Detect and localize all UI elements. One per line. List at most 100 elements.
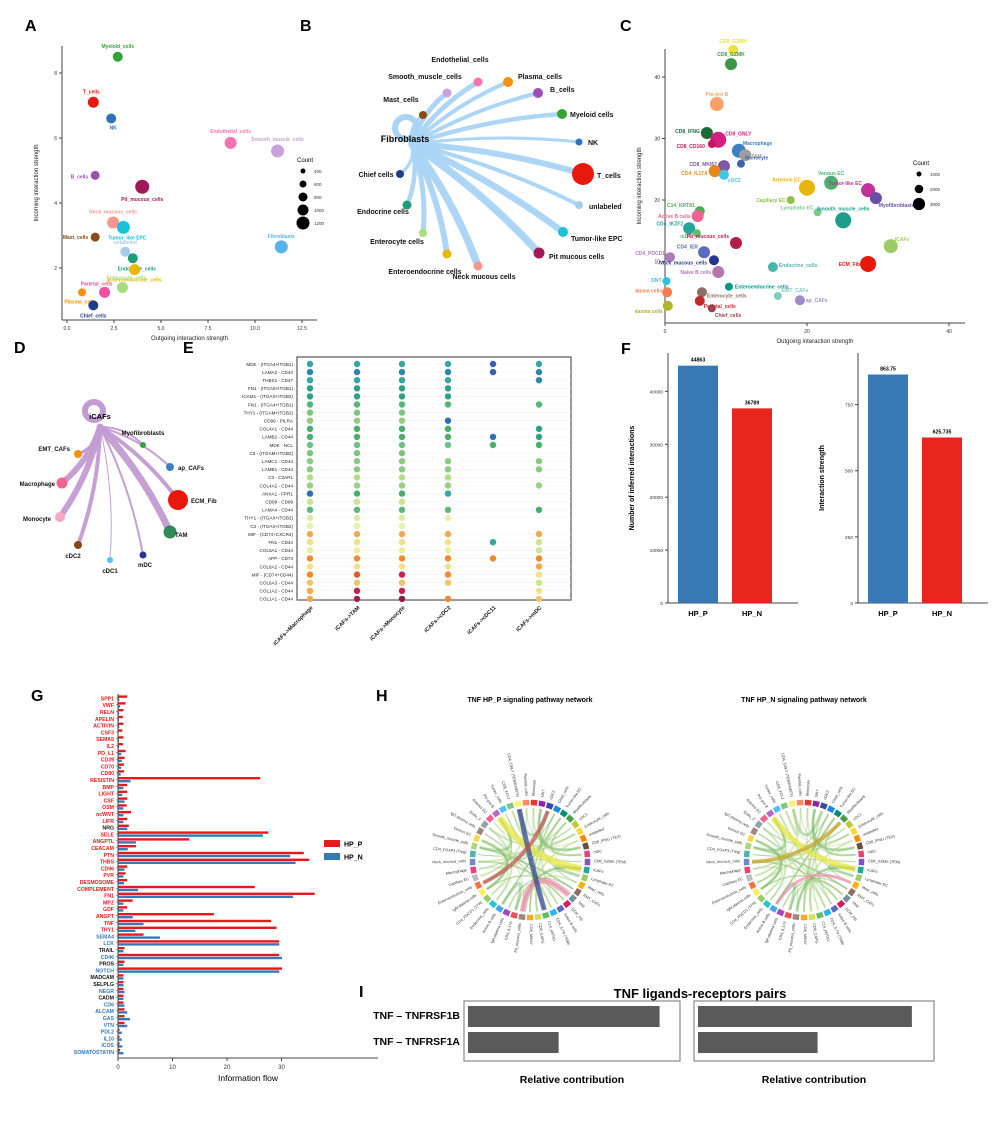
chord-sector-label: CD8_IFNG (TEX) [591,834,622,845]
y-tick-label: 0 [660,601,663,607]
hp-n-bar [118,888,139,892]
hp-n-bar [118,956,282,960]
row-label: THBS1 - CD47 [262,378,293,383]
hp-p-bar [118,892,315,895]
hp-n-bar [118,773,121,776]
scatter-point [90,170,100,180]
node-label: Tumor-like EPC [571,236,623,243]
hp-p-bar [118,947,125,950]
chord-sector [472,834,481,843]
chord-ribbon-highlight [496,815,582,873]
row-label: LAMB1 - CD44 [262,467,293,472]
lr-dot [535,458,543,465]
lr-dot [306,514,314,522]
x-axis-title: Information flow [218,1073,279,1083]
hp-n-bar [118,766,122,769]
scatter-point [120,246,131,257]
hp-p-bar [118,743,123,746]
hp-p-bar [118,817,128,821]
hp-n-bar [118,814,124,817]
chord-sector [856,842,864,850]
scatter-point [869,192,882,205]
scatter-point [664,252,675,263]
chord-sector [510,911,518,919]
x-tick-label: 5.0 [158,326,165,332]
pathway-label: CSF [104,798,114,804]
point-label: EMT_CAFs [782,288,809,294]
lr-dot [306,401,314,408]
lr-dot [353,547,361,554]
pathway-label: PVR [103,873,114,879]
y-tick-label: 30 [654,137,660,143]
lr-dot [398,482,406,489]
chord-sector [491,809,501,818]
scatter-point [662,277,671,286]
chord-sector-label: Endo_3 [469,810,482,821]
column-label: iCAFs->TAM [334,605,361,632]
lr-dot [398,449,406,457]
lr-dot [398,385,406,392]
lr-dot [444,441,452,449]
point-label: DNT [651,278,661,284]
y-tick-label: 8 [54,71,57,77]
point-label: CD4_PDCD1 [635,251,665,257]
lr-dot [306,360,314,368]
chord-sector [745,873,753,882]
panel-label-h: H [376,688,388,705]
legend-size-dot [300,168,306,174]
network-node [168,490,188,510]
chord-sector-label: Enterocyte_cells [858,811,884,828]
column-label: iCAFs->mDC [515,605,543,633]
scatter-point [707,140,716,149]
network-node [107,557,113,563]
chord-sector-label: CD4_IL17A [504,920,513,940]
hp-p-bar [118,1021,125,1025]
lr-dot [353,417,361,424]
row-label: LAMB2 - CD44 [262,435,293,440]
row-label: COL4A1 - CD44 [260,427,294,432]
pathway-label: CD96 [101,866,114,872]
lr-dot [489,360,497,368]
hp-n-bar [118,786,124,790]
chord-sector [784,911,792,919]
chord-ribbon [765,878,787,901]
chord-sector [514,800,522,808]
bar [732,408,772,603]
legend-size-label: 1000 [314,208,325,213]
network-edge [410,136,581,146]
scatter-point [717,160,730,173]
chord-sector [577,881,586,890]
chord-sector [796,799,804,806]
chord-title: TNF HP_N signaling pathway network [741,697,867,704]
chord-sector [530,799,538,806]
lr-dot [306,539,314,546]
chord-sector-label: mDC [593,849,602,854]
lr-dot [306,377,314,384]
y-tick-label: 10000 [650,548,664,554]
scatter-point [99,286,111,298]
lr-dot [306,433,314,441]
pathway-label: CD39 [101,758,114,764]
chord-sector [853,834,862,843]
network-node [402,200,412,210]
chord-sector [765,809,775,818]
network-node [140,442,146,448]
chord-sector-label: CD8_CAPG [538,923,545,944]
y-axis-title: Interaction strength [819,445,826,511]
hp-n-bar [118,759,122,762]
lr-dot [353,360,361,368]
chord-sector [565,814,575,823]
chord-ribbon [803,839,853,913]
chord-sector [839,814,849,823]
chord-ribbon [753,846,848,890]
network-node [163,525,177,539]
chord-sector-label: DNT [814,788,820,797]
lr-dot [398,377,406,384]
chord-sector-label: iCAFs [593,868,604,874]
x-tick-label: 0 [116,1065,120,1071]
chord-sector [556,904,565,913]
chord-ribbon [755,839,826,908]
hp-p-bar [118,749,126,753]
chord-ribbon [762,827,787,901]
pathway-label: SELPLG [93,982,114,988]
